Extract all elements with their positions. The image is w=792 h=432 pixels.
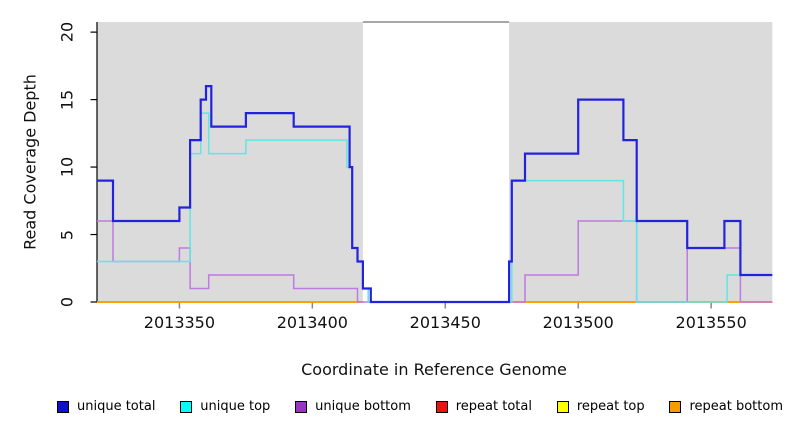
- y-tick-label-10: 10: [57, 156, 77, 178]
- legend-label: repeat top: [576, 399, 645, 414]
- y-tick-label-5: 5: [57, 229, 77, 240]
- legend-label: repeat total: [455, 399, 532, 414]
- legend-swatch-icon: [57, 400, 69, 413]
- y-tick-label-15: 15: [57, 89, 77, 110]
- series-line-unique-total: [97, 85, 773, 304]
- no-data-region: [362, 22, 510, 302]
- chart-legend: unique total unique top unique bottom repea…: [57, 399, 783, 414]
- legend-swatch-icon: [556, 400, 569, 413]
- x-axis-title: Coordinate in Reference Genome: [301, 360, 567, 379]
- legend-swatch-icon: [295, 400, 308, 413]
- legend-label: unique top: [200, 399, 271, 414]
- legend-item-repeat-bottom: repeat bottom: [669, 399, 783, 414]
- x-tick-label-2013350: 2013350: [143, 313, 216, 332]
- legend-label: unique bottom: [315, 399, 411, 414]
- y-tick-label-0: 0: [57, 296, 77, 308]
- legend-swatch-icon: [669, 400, 682, 413]
- x-tick-label-2013400: 2013400: [276, 313, 348, 332]
- x-tick-label-2013550: 2013550: [675, 313, 747, 332]
- x-tick-label-2013500: 2013500: [542, 313, 614, 332]
- legend-item-repeat-total: repeat total: [435, 399, 532, 414]
- x-tick-label-2013450: 2013450: [409, 313, 481, 332]
- legend-swatch-icon: [435, 400, 448, 413]
- legend-label: repeat bottom: [689, 399, 783, 414]
- legend-item-repeat-top: repeat top: [556, 399, 645, 414]
- y-axis-title: Read Coverage Depth: [20, 74, 40, 250]
- y-tick-label-20: 20: [57, 21, 77, 43]
- legend-label: unique total: [77, 399, 156, 414]
- legend-item-unique-total: unique total: [57, 399, 155, 414]
- legend-item-unique-bottom: unique bottom: [295, 399, 411, 414]
- legend-swatch-icon: [180, 400, 193, 413]
- series-line-unique-bottom: [97, 220, 773, 303]
- legend-item-unique-top: unique top: [180, 399, 270, 414]
